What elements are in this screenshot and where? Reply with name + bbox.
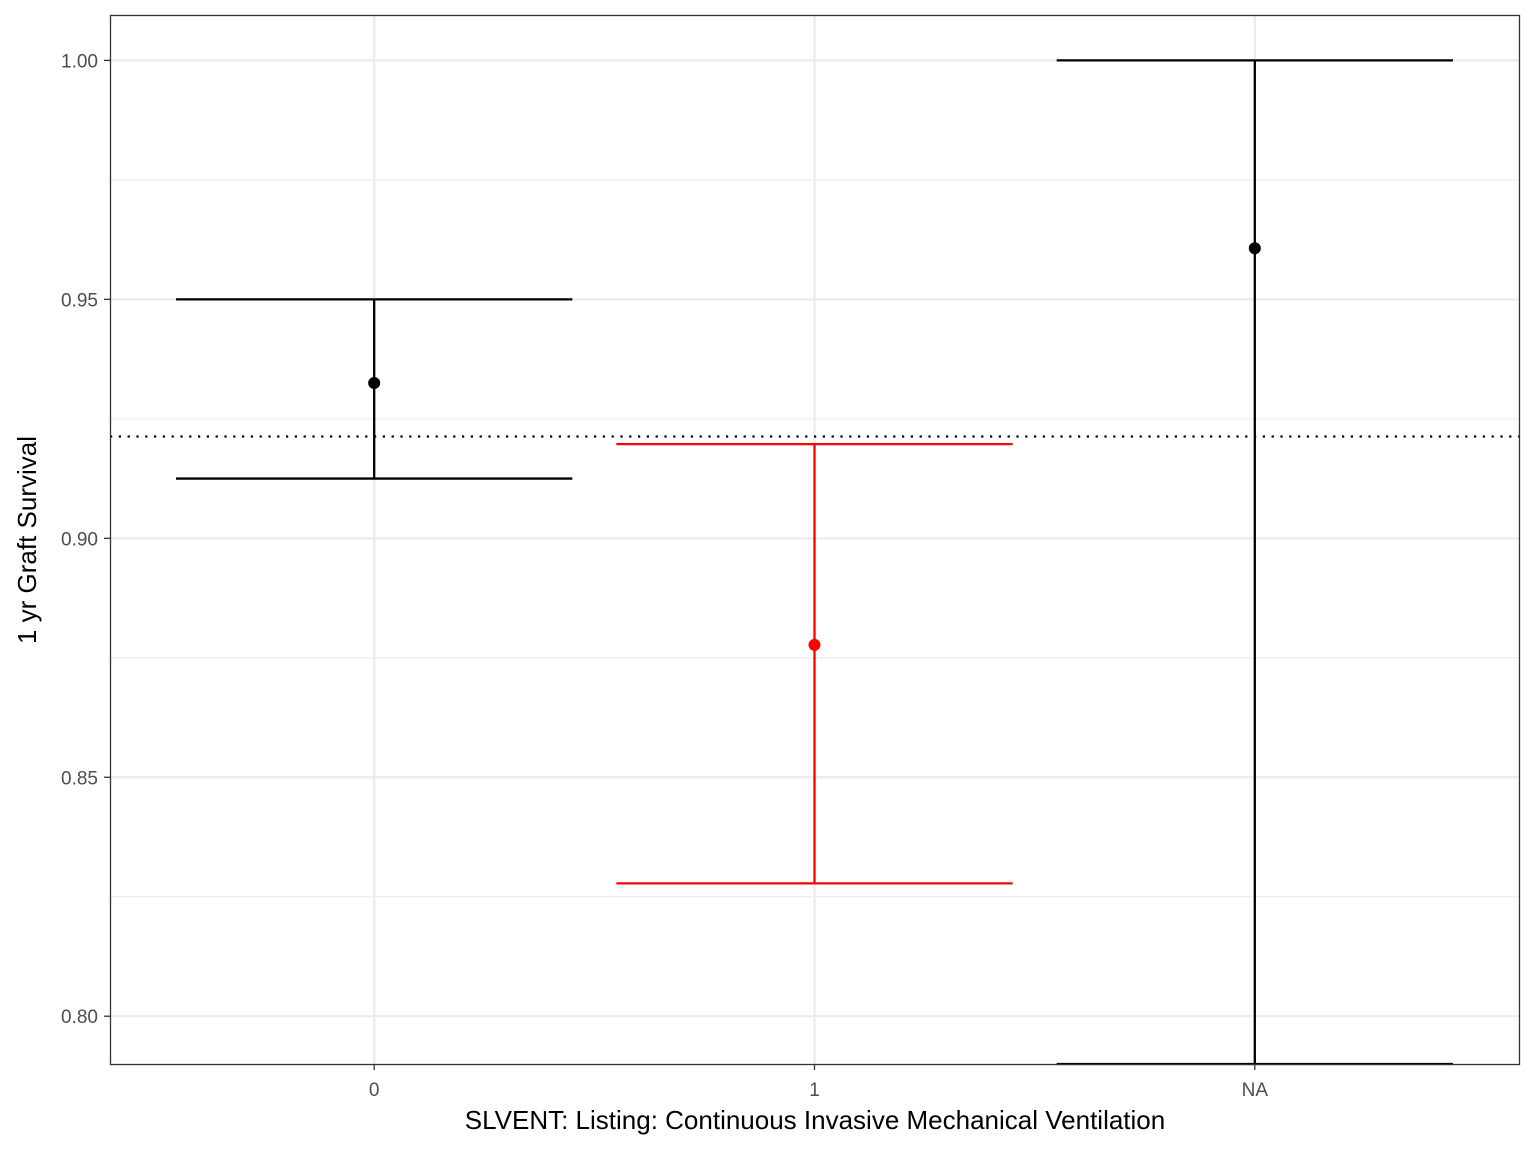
error-bar-0	[176, 298, 573, 480]
y-axis-title: 1 yr Graft Survival	[12, 436, 42, 644]
point-estimate	[808, 638, 821, 651]
point-estimate	[368, 376, 381, 389]
x-tick-label: NA	[1242, 1080, 1269, 1101]
y-tick-label: 0.95	[61, 290, 98, 311]
y-tick-label: 0.85	[61, 768, 98, 789]
x-tick-label: 0	[369, 1080, 380, 1101]
axis-ticks: 0.80 0.85 0.90 0.95 1.00 0 1 NA	[61, 51, 1268, 1101]
x-tick-label: 1	[809, 1080, 820, 1101]
point-estimate	[1248, 242, 1261, 255]
y-tick-label: 0.90	[61, 529, 98, 550]
x-axis-title: SLVENT: Listing: Continuous Invasive Mec…	[465, 1105, 1165, 1135]
error-bar-1	[616, 443, 1013, 885]
y-tick-label: 1.00	[61, 51, 98, 72]
y-tick-label: 0.80	[61, 1007, 98, 1028]
